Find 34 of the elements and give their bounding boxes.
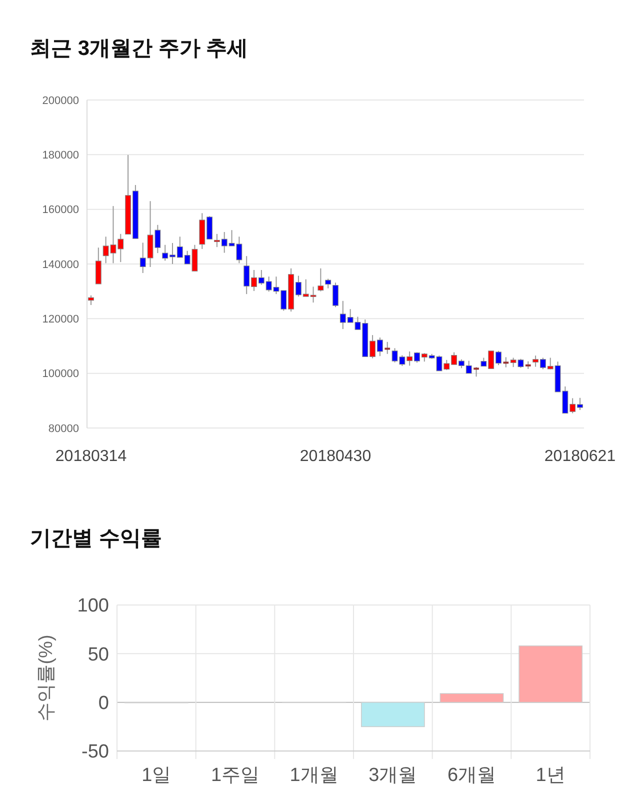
y-tick-label: 50 <box>88 644 109 666</box>
y-tick-label: 140000 <box>42 258 79 271</box>
y-tick-label: 100000 <box>42 368 79 380</box>
y-tick-label: 120000 <box>42 314 79 326</box>
candlestick <box>384 341 392 354</box>
candlestick <box>318 268 324 292</box>
y-tick-label: 100 <box>77 596 109 617</box>
y-tick-label: 0 <box>98 692 109 714</box>
y-tick-label: 80000 <box>48 422 79 435</box>
y-tick-label: 200000 <box>42 94 79 107</box>
x-tick-label: 1년 <box>536 765 566 786</box>
candlestick <box>88 294 94 306</box>
bar <box>440 693 504 703</box>
y-tick-label: -50 <box>82 742 109 763</box>
candlestick <box>502 356 510 368</box>
x-tick-label: 20180621 <box>544 448 616 465</box>
bar <box>518 645 583 703</box>
candlestick <box>472 366 480 378</box>
bar <box>360 702 425 728</box>
candlestick <box>325 278 332 289</box>
x-tick-label: 1일 <box>142 765 172 786</box>
candlestick <box>95 247 102 284</box>
candlestick <box>332 282 338 308</box>
x-tick-label: 6개월 <box>447 765 496 786</box>
x-tick-label: 1개월 <box>290 765 338 786</box>
chart-title: 최근 3개월간 주가 추세 <box>30 37 248 60</box>
chart-title: 기간별 수익률 <box>30 527 162 550</box>
x-tick-label: 3개월 <box>368 765 418 786</box>
x-tick-label: 1주일 <box>210 765 260 786</box>
y-axis-title: 수익률(%) <box>36 634 57 722</box>
x-tick-label: 20180430 <box>300 448 372 465</box>
y-tick-label: 180000 <box>42 150 79 162</box>
x-tick-label: 20180314 <box>55 448 127 465</box>
y-tick-label: 160000 <box>42 204 79 216</box>
